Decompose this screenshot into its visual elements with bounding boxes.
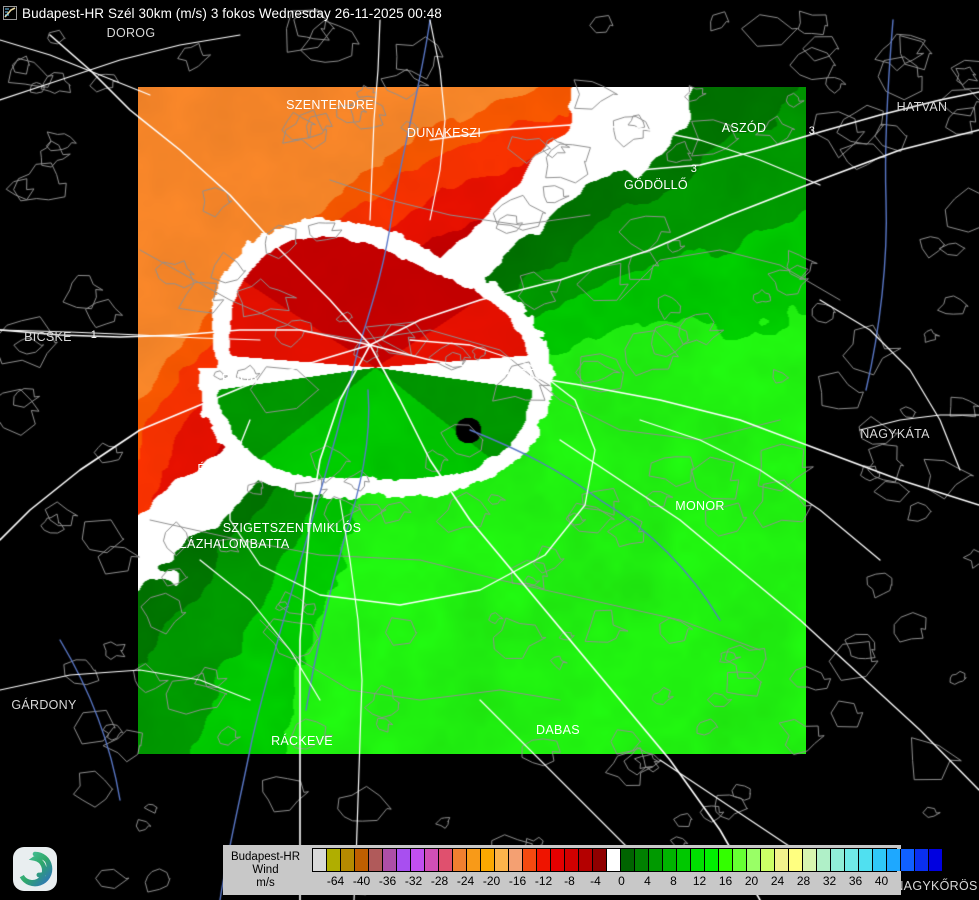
colorbar-tick: 4 <box>644 874 651 888</box>
colorbar-tick: -8 <box>564 874 575 888</box>
colorbar-tick: -28 <box>430 874 449 888</box>
colorbar-swatch <box>901 849 915 871</box>
colorbar-swatch <box>593 849 607 871</box>
colorbar-swatch <box>341 849 355 871</box>
colorbar-swatch <box>887 849 901 871</box>
colorbar-tick: 16 <box>718 874 733 888</box>
colorbar-tick: -24 <box>456 874 475 888</box>
colorbar-swatch <box>705 849 719 871</box>
colorbar-tick: -32 <box>404 874 423 888</box>
colorbar-swatch <box>495 849 509 871</box>
colorbar-swatch <box>761 849 775 871</box>
colorbar-swatch <box>649 849 663 871</box>
colorbar-swatch <box>397 849 411 871</box>
colorbar-swatch <box>817 849 831 871</box>
colorbar-swatch <box>677 849 691 871</box>
colorbar-swatch <box>579 849 593 871</box>
title-bar: Budapest-HR Szél 30km (m/s) 3 fokos Wedn… <box>0 0 979 26</box>
colorbar-swatch <box>537 849 551 871</box>
colorbar-tick: -40 <box>352 874 371 888</box>
colorbar-swatch <box>831 849 845 871</box>
colorbar-tick: 36 <box>848 874 863 888</box>
colorbar-swatch <box>481 849 495 871</box>
radar-product-image[interactable] <box>138 87 806 754</box>
legend-site-label: Budapest-HR <box>230 850 301 863</box>
colorbar-swatch <box>383 849 397 871</box>
colorbar-swatch <box>369 849 383 871</box>
colorbar-legend[interactable]: Budapest-HR Wind m/s -64 -40 -36 -32 -28 -24-… <box>223 845 942 895</box>
legend-unit-label: m/s <box>256 876 275 889</box>
colorbar-tick: 40 <box>874 874 889 888</box>
colorbar-swatch <box>691 849 705 871</box>
colorbar-tick: -64 <box>326 874 345 888</box>
colorbar-swatch <box>775 849 789 871</box>
colorbar-swatch <box>453 849 467 871</box>
colorbar-swatch <box>439 849 453 871</box>
colorbar-tick: 0 <box>618 874 625 888</box>
colorbar-swatch <box>663 849 677 871</box>
legend-body: -64 -40 -36 -32 -28 -24 -20 -16 -12 -8 -4 0 4 8 12 16 20… <box>308 845 942 895</box>
colorbar-swatch <box>915 849 929 871</box>
legend-caption: Budapest-HR Wind m/s <box>223 845 308 895</box>
colorbar-swatch <box>425 849 439 871</box>
colorbar-swatch <box>789 849 803 871</box>
colorbar-tick: -36 <box>378 874 397 888</box>
app-logo-icon[interactable] <box>11 845 59 893</box>
colorbar-swatch <box>635 849 649 871</box>
colorbar-swatch <box>621 849 635 871</box>
colorbar-swatch <box>313 849 327 871</box>
colorbar-swatch <box>873 849 887 871</box>
colorbar-swatch <box>845 849 859 871</box>
window-title: Budapest-HR Szél 30km (m/s) 3 fokos Wedn… <box>22 5 442 21</box>
colorbar-tick: 28 <box>796 874 811 888</box>
colorbar-swatch <box>733 849 747 871</box>
colorbar-tick: 8 <box>670 874 677 888</box>
colorbar-swatch <box>565 849 579 871</box>
colorbar-swatch <box>929 849 942 871</box>
colorbar-swatch <box>411 849 425 871</box>
colorbar-tick: -16 <box>508 874 527 888</box>
colorbar-swatch <box>719 849 733 871</box>
colorbar-swatch <box>467 849 481 871</box>
colorbar-tick: 20 <box>744 874 759 888</box>
colorbar-swatches <box>312 848 942 872</box>
colorbar-tick: 24 <box>770 874 785 888</box>
colorbar-swatch <box>747 849 761 871</box>
colorbar-swatch <box>355 849 369 871</box>
colorbar-swatch <box>523 849 537 871</box>
radar-overlay-vectors <box>138 87 806 754</box>
colorbar-tick: 12 <box>692 874 707 888</box>
colorbar-tick-labels: -64 -40 -36 -32 -28 -24 -20 -16 -12 -8 -4 0 4 8 12 16 20… <box>312 872 897 892</box>
colorbar-swatch <box>607 849 621 871</box>
colorbar-tick: 32 <box>822 874 837 888</box>
colorbar-tick: -4 <box>590 874 601 888</box>
colorbar-swatch <box>509 849 523 871</box>
radar-window-icon <box>3 6 17 20</box>
colorbar-swatch <box>803 849 817 871</box>
colorbar-swatch <box>327 849 341 871</box>
colorbar-swatch <box>859 849 873 871</box>
colorbar-tick: -20 <box>482 874 501 888</box>
colorbar-swatch <box>551 849 565 871</box>
colorbar-tick: -12 <box>534 874 553 888</box>
legend-quantity-label: Wind <box>252 863 279 876</box>
